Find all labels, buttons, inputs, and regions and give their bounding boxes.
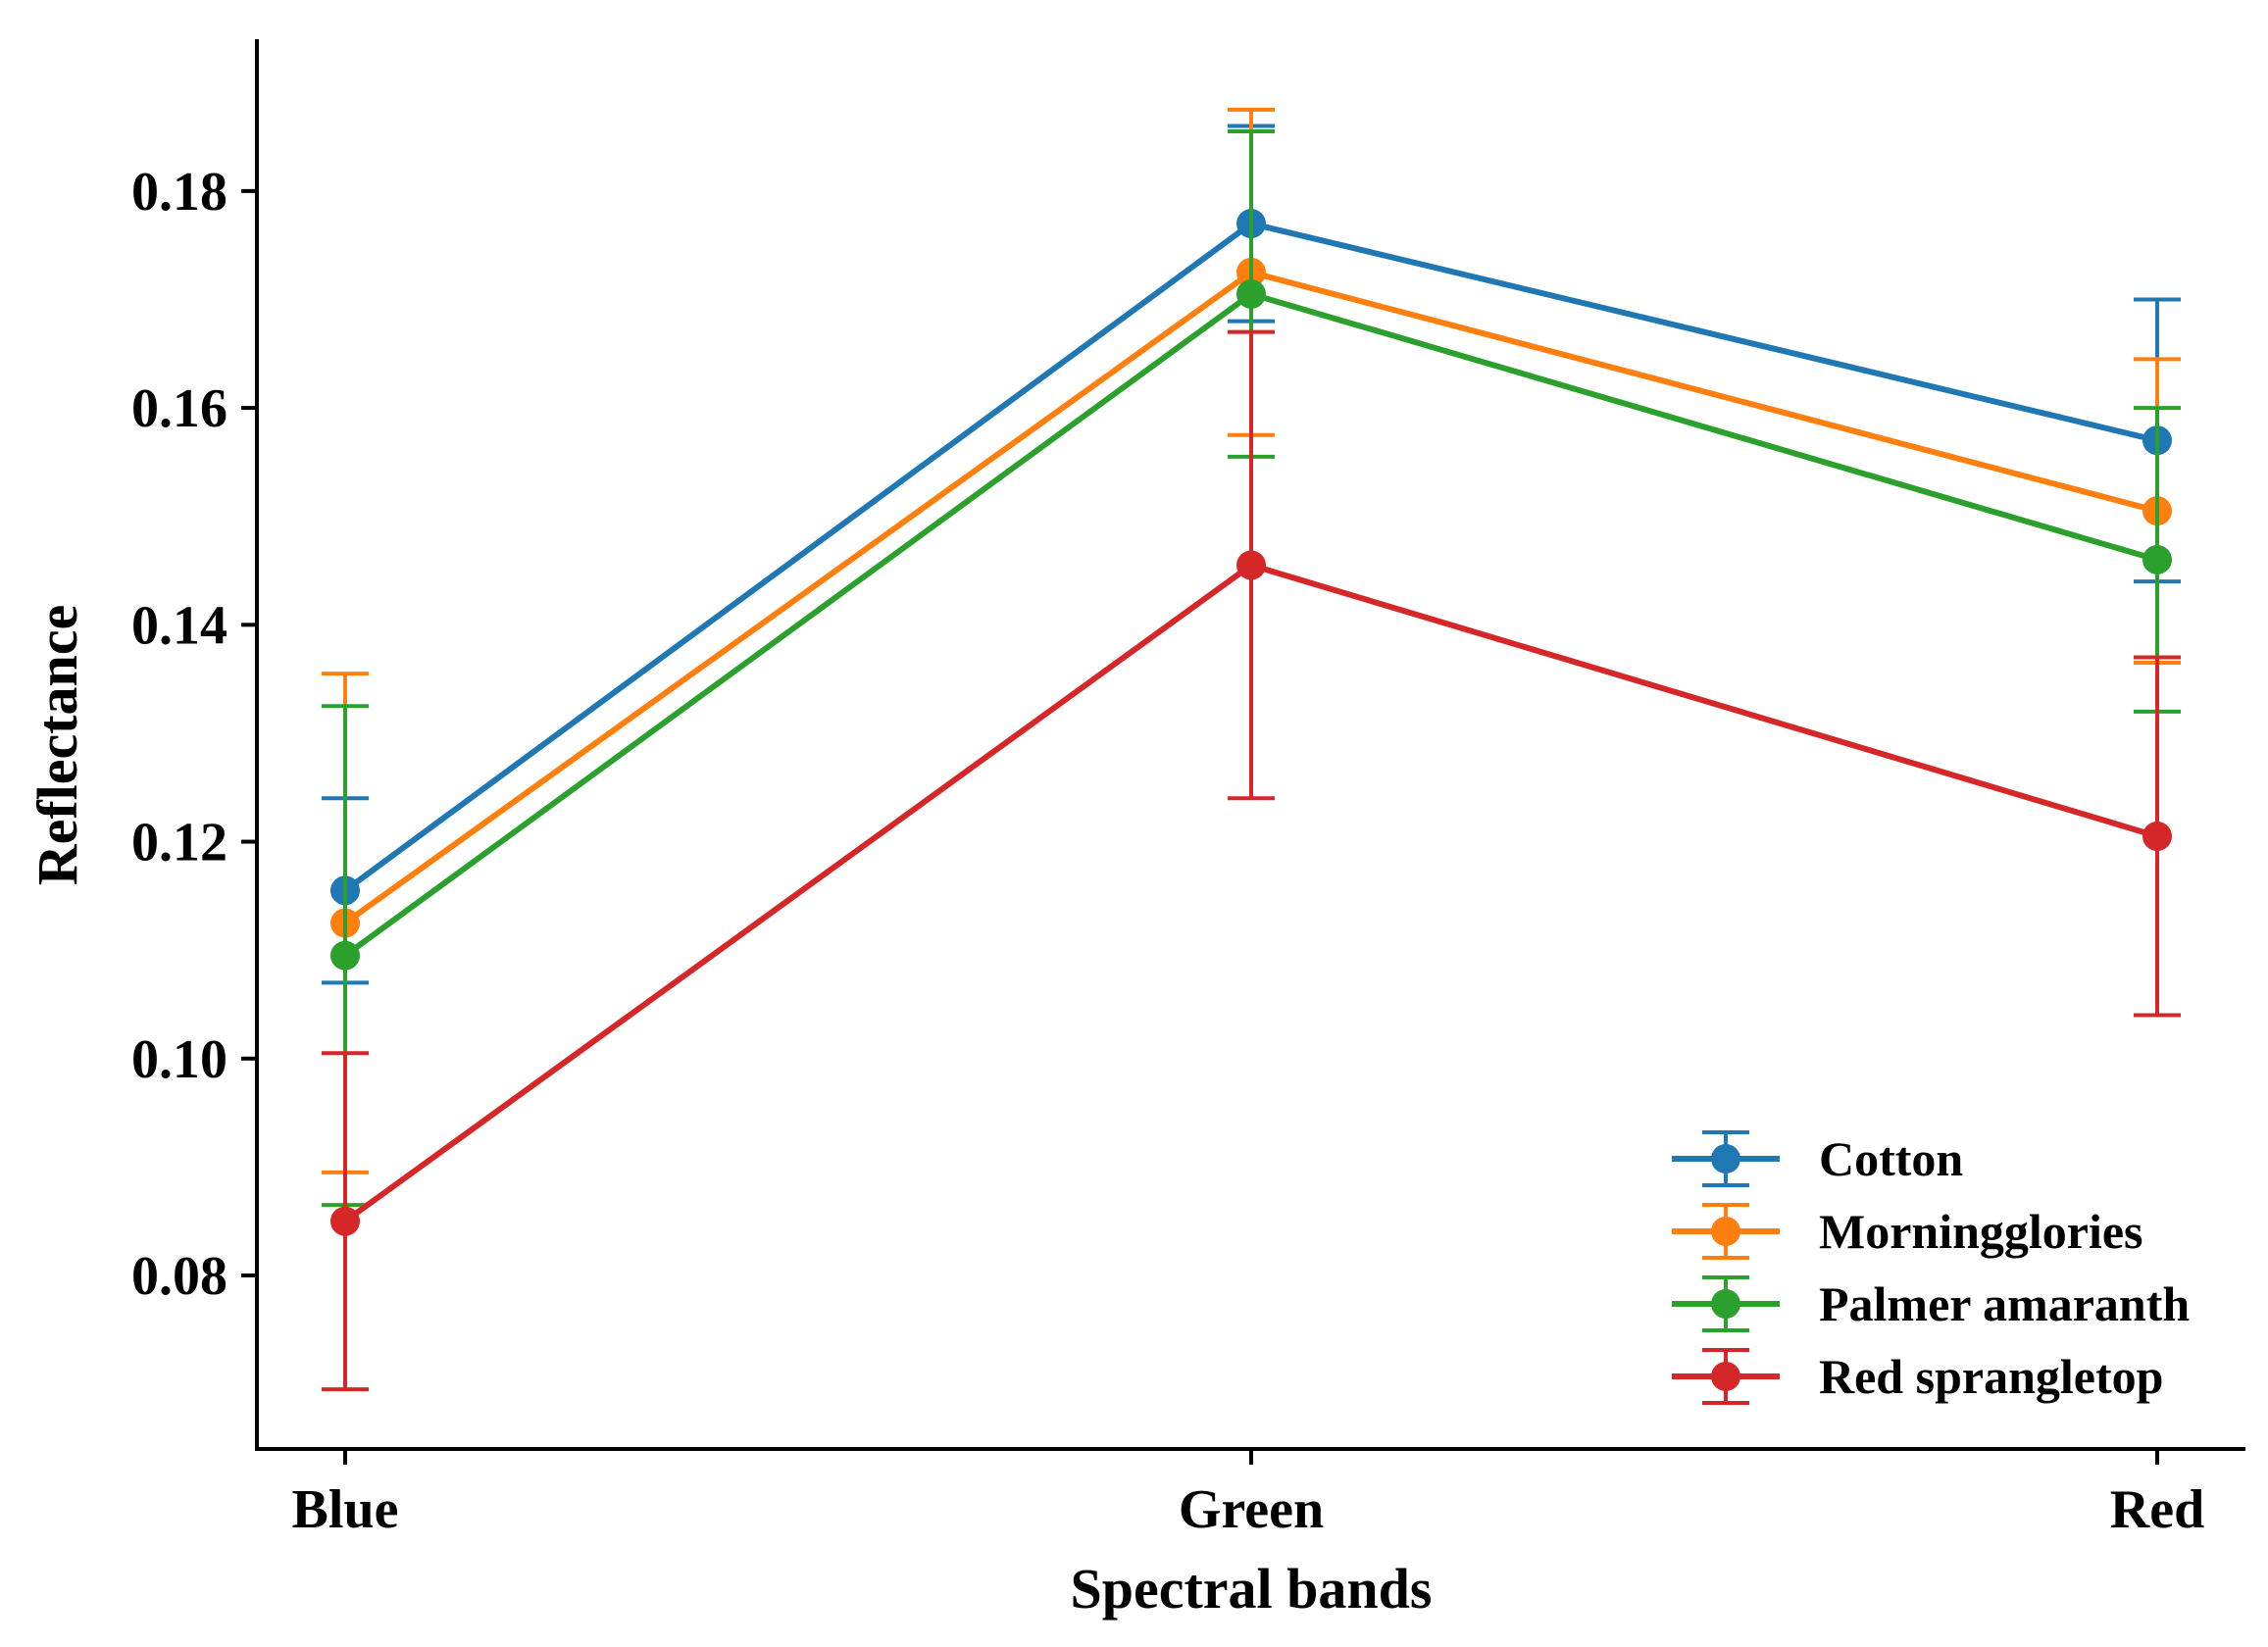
- legend-marker: [1711, 1144, 1740, 1173]
- legend-label: Red sprangletop: [1819, 1349, 2163, 1404]
- y-tick-label: 0.18: [131, 162, 227, 223]
- legend-item-morningglories: Morningglories: [1672, 1203, 2143, 1260]
- series-red-sprangletop: [322, 329, 2181, 1392]
- x-tick-label: Red: [2110, 1479, 2204, 1540]
- x-ticks: Blue Green Red: [292, 1449, 2204, 1540]
- data-point: [1236, 550, 1266, 580]
- data-point: [330, 1206, 360, 1236]
- data-point: [2142, 822, 2172, 852]
- data-point: [1236, 278, 1266, 309]
- y-tick-label: 0.14: [131, 595, 227, 656]
- legend-label: Palmer amaranth: [1819, 1276, 2190, 1331]
- y-ticks: 0.08 0.10 0.12 0.14 0.16 0.18: [131, 162, 257, 1307]
- legend-marker: [1711, 1362, 1740, 1391]
- x-tick-label: Green: [1179, 1479, 1324, 1540]
- legend-marker: [1711, 1217, 1740, 1246]
- y-tick-label: 0.12: [131, 813, 227, 873]
- legend-label: Cotton: [1819, 1131, 1963, 1186]
- x-axis-title: Spectral bands: [1070, 1557, 1432, 1621]
- legend-marker: [1711, 1289, 1740, 1319]
- y-tick-label: 0.08: [131, 1246, 227, 1307]
- legend-label: Morningglories: [1819, 1204, 2143, 1259]
- y-axis-title: Reflectance: [25, 605, 89, 886]
- legend-item-cotton: Cotton: [1672, 1130, 1963, 1187]
- x-tick-label: Blue: [292, 1479, 399, 1540]
- data-point: [2142, 544, 2172, 574]
- legend: Cotton Morningglories Palmer amaranth Red s…: [1672, 1130, 2190, 1405]
- legend-item-red-sprangletop: Red sprangletop: [1672, 1348, 2163, 1405]
- y-tick-label: 0.10: [131, 1029, 227, 1090]
- legend-item-palmer-amaranth: Palmer amaranth: [1672, 1275, 2190, 1332]
- data-point: [330, 940, 360, 971]
- y-tick-label: 0.16: [131, 378, 227, 439]
- series-layer: [322, 107, 2181, 1392]
